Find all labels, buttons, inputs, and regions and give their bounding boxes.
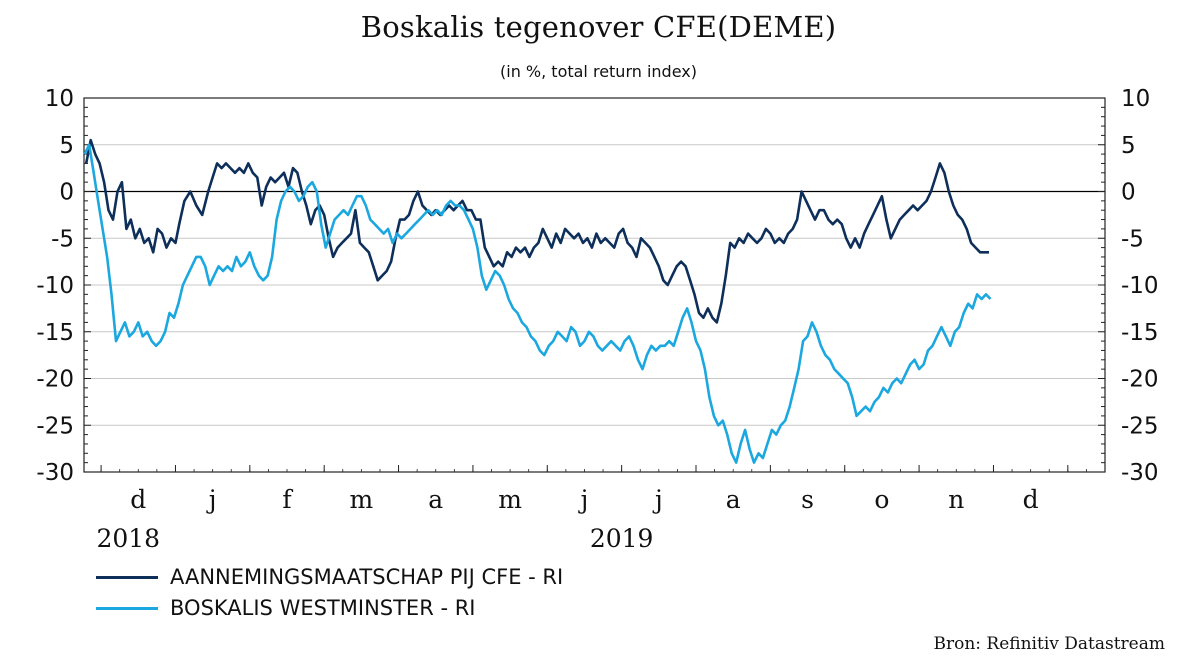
- y-tick-label-right: -5: [1121, 226, 1144, 252]
- year-label: 2019: [590, 524, 654, 553]
- x-tick-label: m: [350, 485, 374, 514]
- y-tick-label-left: -15: [36, 320, 74, 346]
- chart-title: Boskalis tegenover CFE(DEME): [360, 10, 837, 44]
- x-tick-label: a: [428, 485, 443, 514]
- legend-label-cfe: AANNEMINGSMAATSCHAP PIJ CFE - RI: [170, 565, 564, 589]
- y-tick-label-left: -20: [36, 367, 74, 393]
- legend-swatch-boskalis: [96, 606, 158, 610]
- x-tick-label: j: [578, 485, 589, 514]
- series-line-cfe: [84, 138, 989, 324]
- x-tick-label: o: [874, 485, 889, 514]
- source-note: Bron: Refinitiv Datastream: [933, 634, 1165, 654]
- y-tick-label-right: 5: [1121, 133, 1136, 159]
- x-tick-label: m: [498, 485, 522, 514]
- x-tick-label: d: [1023, 485, 1039, 514]
- x-tick-label: n: [948, 485, 964, 514]
- x-tick-label: a: [726, 485, 741, 514]
- y-tick-label-left: -30: [36, 460, 74, 486]
- year-label: 2018: [96, 524, 160, 553]
- x-tick-label: j: [206, 485, 217, 514]
- legend-item-boskalis: BOSKALIS WESTMINSTER - RI: [96, 596, 476, 620]
- y-tick-label-left: 0: [59, 180, 74, 206]
- x-tick-label: f: [282, 485, 293, 514]
- y-tick-label-right: -20: [1121, 367, 1159, 393]
- legend-item-cfe: AANNEMINGSMAATSCHAP PIJ CFE - RI: [96, 565, 563, 589]
- y-tick-label-right: -25: [1121, 413, 1159, 439]
- series-line-boskalis: [83, 143, 992, 464]
- y-tick-label-left: 10: [45, 86, 74, 112]
- y-tick-label-left: -10: [36, 273, 74, 299]
- chart-subtitle: (in %, total return index): [500, 62, 697, 81]
- y-tick-label-left: -25: [36, 413, 74, 439]
- y-tick-label-right: -10: [1121, 273, 1159, 299]
- y-tick-label-left: -5: [51, 226, 74, 252]
- x-tick-label: d: [130, 485, 146, 514]
- y-tick-label-left: 5: [59, 133, 74, 159]
- y-tick-label-right: -30: [1121, 460, 1159, 486]
- legend-swatch-cfe: [96, 575, 158, 579]
- y-tick-label-right: -15: [1121, 320, 1159, 346]
- legend-label-boskalis: BOSKALIS WESTMINSTER - RI: [170, 596, 476, 620]
- y-tick-label-right: 10: [1121, 86, 1150, 112]
- x-tick-label: s: [801, 485, 814, 514]
- y-tick-label-right: 0: [1121, 180, 1136, 206]
- x-tick-label: j: [652, 485, 663, 514]
